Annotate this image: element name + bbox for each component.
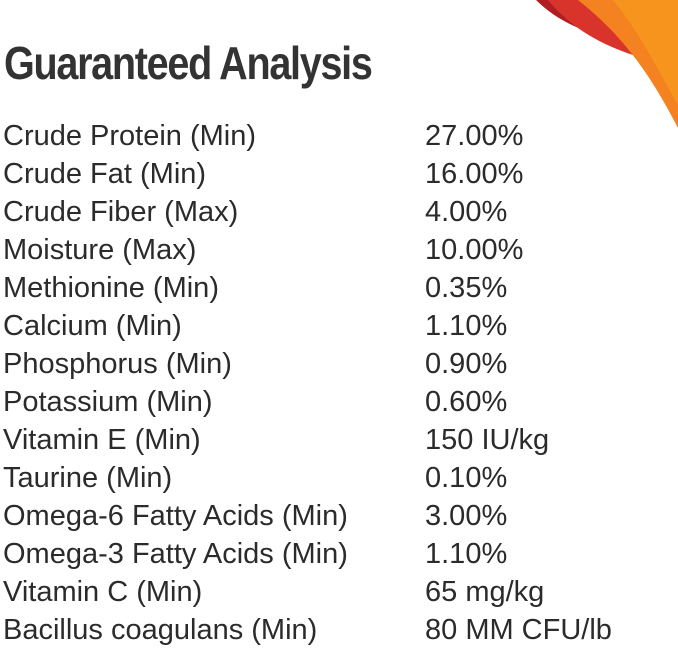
nutrient-label: Moisture (Max) (3, 234, 197, 266)
analysis-row: Omega-3 Fatty Acids (Min) 1.10% (3, 535, 673, 573)
analysis-row: Calcium (Min) 1.10% (3, 307, 673, 345)
nutrient-value: 27.00% (425, 120, 524, 152)
nutrient-label: Vitamin E (Min) (3, 424, 201, 456)
analysis-row: Vitamin C (Min) 65 mg/kg (3, 573, 673, 611)
nutrient-label: Crude Protein (Min) (3, 120, 257, 152)
analysis-row: Moisture (Max) 10.00% (3, 231, 673, 269)
nutrient-value: 0.10% (425, 462, 508, 494)
page-title: Guaranteed Analysis (4, 37, 373, 89)
analysis-row: Methionine (Min) 0.35% (3, 269, 673, 307)
nutrient-label: Crude Fiber (Max) (3, 196, 239, 228)
analysis-row: Bacillus coagulans (Min) 80 MM CFU/lb (3, 611, 673, 649)
nutrient-label: Omega-3 Fatty Acids (Min) (3, 538, 348, 570)
nutrient-value: 65 mg/kg (425, 576, 545, 608)
analysis-row: Phosphorus (Min) 0.90% (3, 345, 673, 383)
nutrient-label: Crude Fat (Min) (3, 158, 207, 190)
nutrient-label: Phosphorus (Min) (3, 348, 232, 380)
analysis-row: Omega-6 Fatty Acids (Min) 3.00% (3, 497, 673, 535)
swoosh-orange-light (613, 0, 678, 105)
nutrient-label: Potassium (Min) (3, 386, 213, 418)
nutrient-label: Bacillus coagulans (Min) (3, 614, 318, 646)
nutrient-label: Methionine (Min) (3, 272, 219, 304)
analysis-row: Crude Fiber (Max) 4.00% (3, 193, 673, 231)
analysis-row: Vitamin E (Min) 150 IU/kg (3, 421, 673, 459)
nutrient-label: Vitamin C (Min) (3, 576, 203, 608)
nutrient-value: 0.60% (425, 386, 508, 418)
nutrient-value: 80 MM CFU/lb (425, 614, 612, 646)
analysis-table: Crude Protein (Min) 27.00% Crude Fat (Min)… (3, 117, 673, 649)
nutrient-value: 0.35% (425, 272, 508, 304)
nutrient-value: 1.10% (425, 310, 508, 342)
nutrient-label: Calcium (Min) (3, 310, 182, 342)
nutrient-value: 150 IU/kg (425, 424, 550, 456)
nutrient-value: 10.00% (425, 234, 524, 266)
nutrient-value: 3.00% (425, 500, 508, 532)
analysis-row: Crude Fat (Min) 16.00% (3, 155, 673, 193)
nutrient-label: Omega-6 Fatty Acids (Min) (3, 500, 348, 532)
nutrient-value: 0.90% (425, 348, 508, 380)
nutrient-value: 1.10% (425, 538, 508, 570)
decorative-swoosh-graphic (536, 0, 678, 128)
analysis-row: Taurine (Min) 0.10% (3, 459, 673, 497)
nutrient-label: Taurine (Min) (3, 462, 173, 494)
analysis-row: Crude Protein (Min) 27.00% (3, 117, 673, 155)
nutrient-value: 16.00% (425, 158, 524, 190)
nutrient-value: 4.00% (425, 196, 508, 228)
analysis-row: Potassium (Min) 0.60% (3, 383, 673, 421)
